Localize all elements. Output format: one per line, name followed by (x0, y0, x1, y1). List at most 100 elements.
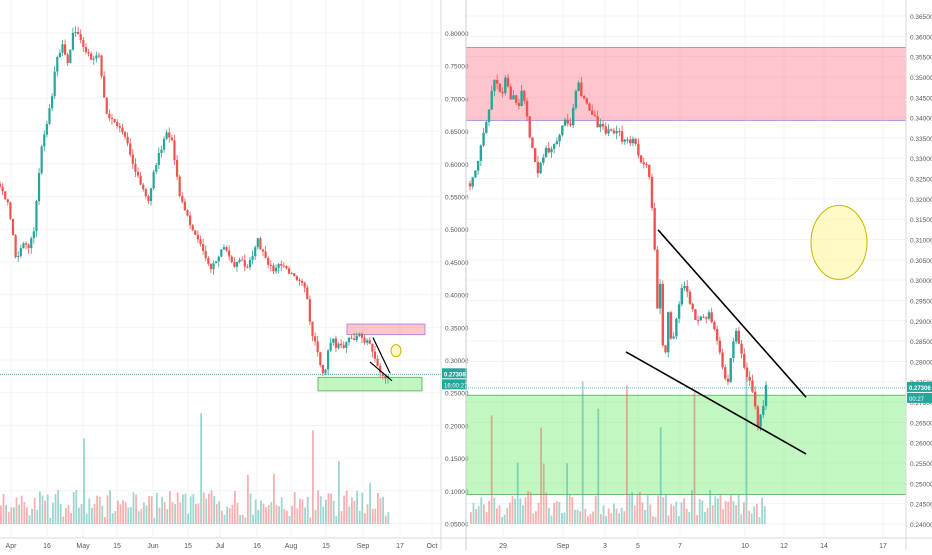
candle-body (726, 378, 730, 382)
resistance-zone (346, 323, 426, 336)
volume-bar (169, 491, 171, 524)
volume-bar (524, 497, 527, 524)
volume-bar (719, 494, 722, 524)
y-tick-label: 0.24000 (910, 522, 932, 529)
candle-body (588, 103, 591, 111)
candle-body (751, 380, 754, 392)
candlestick (490, 85, 493, 111)
candlestick (737, 326, 741, 344)
volume-bar (615, 508, 618, 524)
candle-body (269, 264, 272, 266)
volume-bar (698, 499, 701, 524)
candlestick (254, 245, 257, 261)
candle-body (123, 132, 127, 137)
volume-bar (701, 500, 704, 524)
volume-bar (236, 502, 239, 524)
candlestick (212, 260, 215, 275)
candle-body (19, 248, 22, 256)
candlestick (376, 355, 379, 367)
candlestick (233, 257, 236, 268)
candle-body (251, 256, 254, 260)
volume-bar (537, 502, 540, 524)
volume-bar (46, 494, 49, 524)
volume-bar (563, 512, 566, 524)
candlestick (574, 89, 578, 111)
candlestick (517, 98, 521, 110)
y-tick-label: 0.31500 (910, 217, 932, 224)
candlestick (523, 89, 526, 105)
x-tick-label: Sep (557, 543, 570, 550)
candlestick (667, 311, 670, 358)
y-tick-label: 0.29000 (910, 319, 932, 326)
volume-bar (345, 490, 348, 524)
candle-body (217, 256, 220, 262)
candlestick (686, 280, 689, 298)
volume-bar (41, 495, 44, 524)
candle-body (495, 79, 499, 84)
candlestick (261, 248, 265, 257)
volume-bar (688, 512, 691, 524)
volume-bar (202, 492, 205, 524)
y-tick-label: 0.80000 (445, 31, 469, 38)
candle-body (207, 257, 210, 264)
volume-bar (319, 496, 322, 524)
volume-bar (197, 503, 200, 524)
candlestick (186, 209, 189, 217)
x-tick-label: 15 (113, 543, 121, 550)
candlestick (623, 138, 626, 145)
price-label-box (907, 381, 932, 392)
candle-body (523, 90, 526, 101)
candlestick (745, 362, 749, 382)
candlestick (707, 309, 711, 321)
candlestick (204, 245, 207, 262)
candle-body (160, 149, 163, 153)
candlestick (347, 337, 351, 346)
candlestick (287, 265, 291, 275)
y-tick-label: 0.32500 (910, 177, 932, 184)
volume-bar (91, 507, 93, 524)
candlestick (58, 49, 61, 58)
candlestick (656, 246, 659, 309)
volume-bar (498, 505, 501, 524)
candle-body (264, 251, 267, 258)
volume-bar (163, 502, 166, 524)
volume-bar (639, 491, 641, 524)
candle-body (601, 124, 605, 127)
candle-body (230, 256, 233, 263)
candle-body (501, 91, 504, 94)
candlestick (366, 338, 369, 346)
volume-bar (522, 505, 524, 524)
y-tick-label: 0.75000 (445, 64, 469, 71)
candle-body (272, 265, 275, 272)
candle-body (615, 131, 618, 134)
candle-body (74, 31, 77, 33)
target-ellipse (390, 344, 402, 358)
volume-bar (335, 516, 338, 524)
candle-body (756, 406, 760, 427)
candlestick (134, 158, 137, 177)
candlestick (588, 102, 591, 112)
candle-body (282, 265, 285, 267)
candle-body (653, 207, 656, 250)
volume-bar (343, 495, 345, 524)
volume-bar (239, 515, 241, 524)
candle-body (97, 55, 101, 57)
x-tick-label: Oct (427, 543, 438, 550)
candle-body (32, 231, 35, 239)
candle-body (1, 186, 4, 192)
candlestick (19, 244, 22, 258)
resistance-zone (465, 47, 907, 121)
candlestick (661, 280, 665, 348)
candlestick (601, 120, 605, 131)
candlestick (108, 109, 111, 122)
candlestick (672, 332, 675, 340)
candlestick (178, 174, 181, 198)
candle-body (544, 147, 548, 158)
volume-bar (600, 514, 602, 524)
volume-bar (322, 506, 325, 524)
candle-body (298, 280, 301, 282)
candlestick (694, 309, 697, 321)
candlestick (705, 316, 708, 324)
volume-bar (358, 510, 361, 524)
volume-bar (78, 507, 80, 524)
